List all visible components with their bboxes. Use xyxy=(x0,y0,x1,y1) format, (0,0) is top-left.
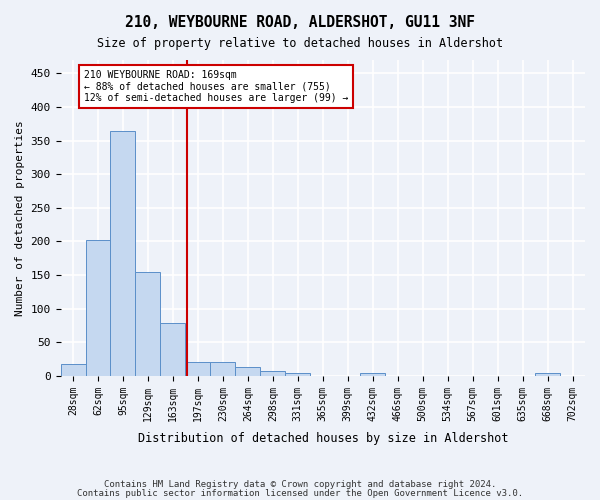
Text: Contains public sector information licensed under the Open Government Licence v3: Contains public sector information licen… xyxy=(77,488,523,498)
Bar xyxy=(61,364,86,376)
Bar xyxy=(286,372,310,376)
Bar xyxy=(260,370,286,376)
Text: 210, WEYBOURNE ROAD, ALDERSHOT, GU11 3NF: 210, WEYBOURNE ROAD, ALDERSHOT, GU11 3NF xyxy=(125,15,475,30)
Text: 210 WEYBOURNE ROAD: 169sqm
← 88% of detached houses are smaller (755)
12% of sem: 210 WEYBOURNE ROAD: 169sqm ← 88% of deta… xyxy=(84,70,349,104)
Text: Contains HM Land Registry data © Crown copyright and database right 2024.: Contains HM Land Registry data © Crown c… xyxy=(104,480,496,489)
Bar xyxy=(136,272,160,376)
Y-axis label: Number of detached properties: Number of detached properties xyxy=(15,120,25,316)
Bar xyxy=(86,240,110,376)
Bar xyxy=(110,130,136,376)
X-axis label: Distribution of detached houses by size in Aldershot: Distribution of detached houses by size … xyxy=(137,432,508,445)
Bar xyxy=(535,373,560,376)
Bar xyxy=(160,324,185,376)
Bar xyxy=(235,366,260,376)
Bar xyxy=(211,362,235,376)
Text: Size of property relative to detached houses in Aldershot: Size of property relative to detached ho… xyxy=(97,38,503,51)
Bar xyxy=(185,362,211,376)
Bar xyxy=(360,373,385,376)
